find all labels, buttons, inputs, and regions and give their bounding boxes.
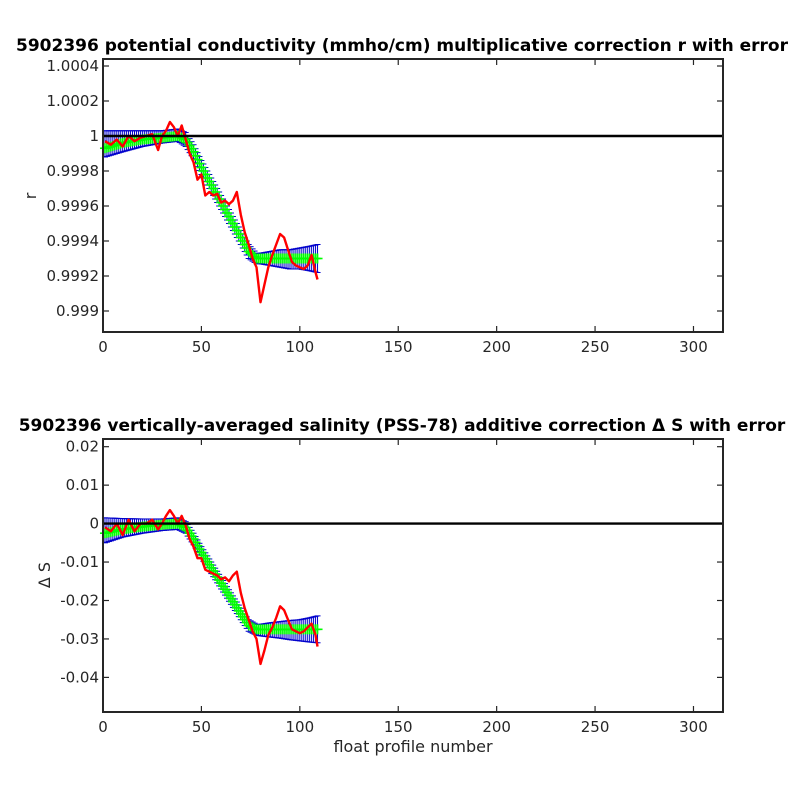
- y-tick-label: 0.9996: [47, 197, 100, 215]
- x-axis: 0 50 100 150 200 250 300: [98, 59, 708, 356]
- x-tick-label: 100: [286, 338, 315, 356]
- y-tick-label: 0.02: [66, 438, 99, 456]
- y-tick-label: 0.9994: [47, 232, 100, 250]
- x-tick-label: 0: [98, 338, 108, 356]
- x-tick-label: 250: [581, 338, 610, 356]
- series-line-profile-estimate: [104, 120, 319, 304]
- plot-area: [103, 439, 723, 712]
- y-tick-label: 1.0002: [47, 92, 100, 110]
- y-tick-label: -0.04: [60, 668, 99, 686]
- x-tick-label: 200: [482, 718, 511, 736]
- x-tick-label: 150: [384, 338, 413, 356]
- y-axis: 0.999 0.9992 0.9994 0.9996 0.9998 1 1.0002 1.00…: [47, 57, 723, 320]
- y-tick-label: 0.01: [66, 476, 99, 494]
- x-tick-label: 150: [384, 718, 413, 736]
- x-tick-label: 300: [679, 338, 708, 356]
- series-group: [99, 508, 723, 666]
- x-tick-label: 250: [581, 718, 610, 736]
- x-axis: 0 50 100 150 200 250 300: [98, 439, 708, 736]
- y-tick-label: 0.9998: [47, 162, 100, 180]
- x-tick-label: 0: [98, 718, 108, 736]
- y-tick-label: -0.01: [60, 553, 99, 571]
- x-tick-label: 200: [482, 338, 511, 356]
- y-tick-label: 0.9992: [47, 267, 100, 285]
- x-axis-label: float profile number: [333, 737, 493, 756]
- x-tick-label: 100: [286, 718, 315, 736]
- x-tick-label: 50: [192, 338, 211, 356]
- plot-frame: [102, 58, 724, 333]
- y-axis-label: r: [21, 192, 40, 199]
- y-tick-label: 0.999: [56, 302, 99, 320]
- y-axis: -0.04 -0.03 -0.02 -0.01 0 0.01 0.02: [60, 438, 723, 686]
- y-tick-label: 0: [89, 515, 99, 533]
- y-axis-label: Δ S: [35, 562, 54, 588]
- plot-frame: [102, 438, 724, 713]
- y-tick-label: 1.0004: [47, 57, 100, 75]
- y-tick-label: -0.03: [60, 630, 99, 648]
- series-group: [99, 120, 723, 304]
- x-tick-label: 50: [192, 718, 211, 736]
- y-tick-label: -0.02: [60, 591, 99, 609]
- x-tick-label: 300: [679, 718, 708, 736]
- chart-title: 5902396 vertically-averaged salinity (PS…: [19, 416, 786, 436]
- y-tick-label: 1: [89, 127, 99, 145]
- panel-conductivity-r: 5902396 potential conductivity (mmho/cm)…: [16, 36, 789, 356]
- plot-area: [103, 59, 723, 332]
- panel-salinity-delta-s: 5902396 vertically-averaged salinity (PS…: [19, 416, 786, 756]
- chart-title: 5902396 potential conductivity (mmho/cm)…: [16, 36, 789, 56]
